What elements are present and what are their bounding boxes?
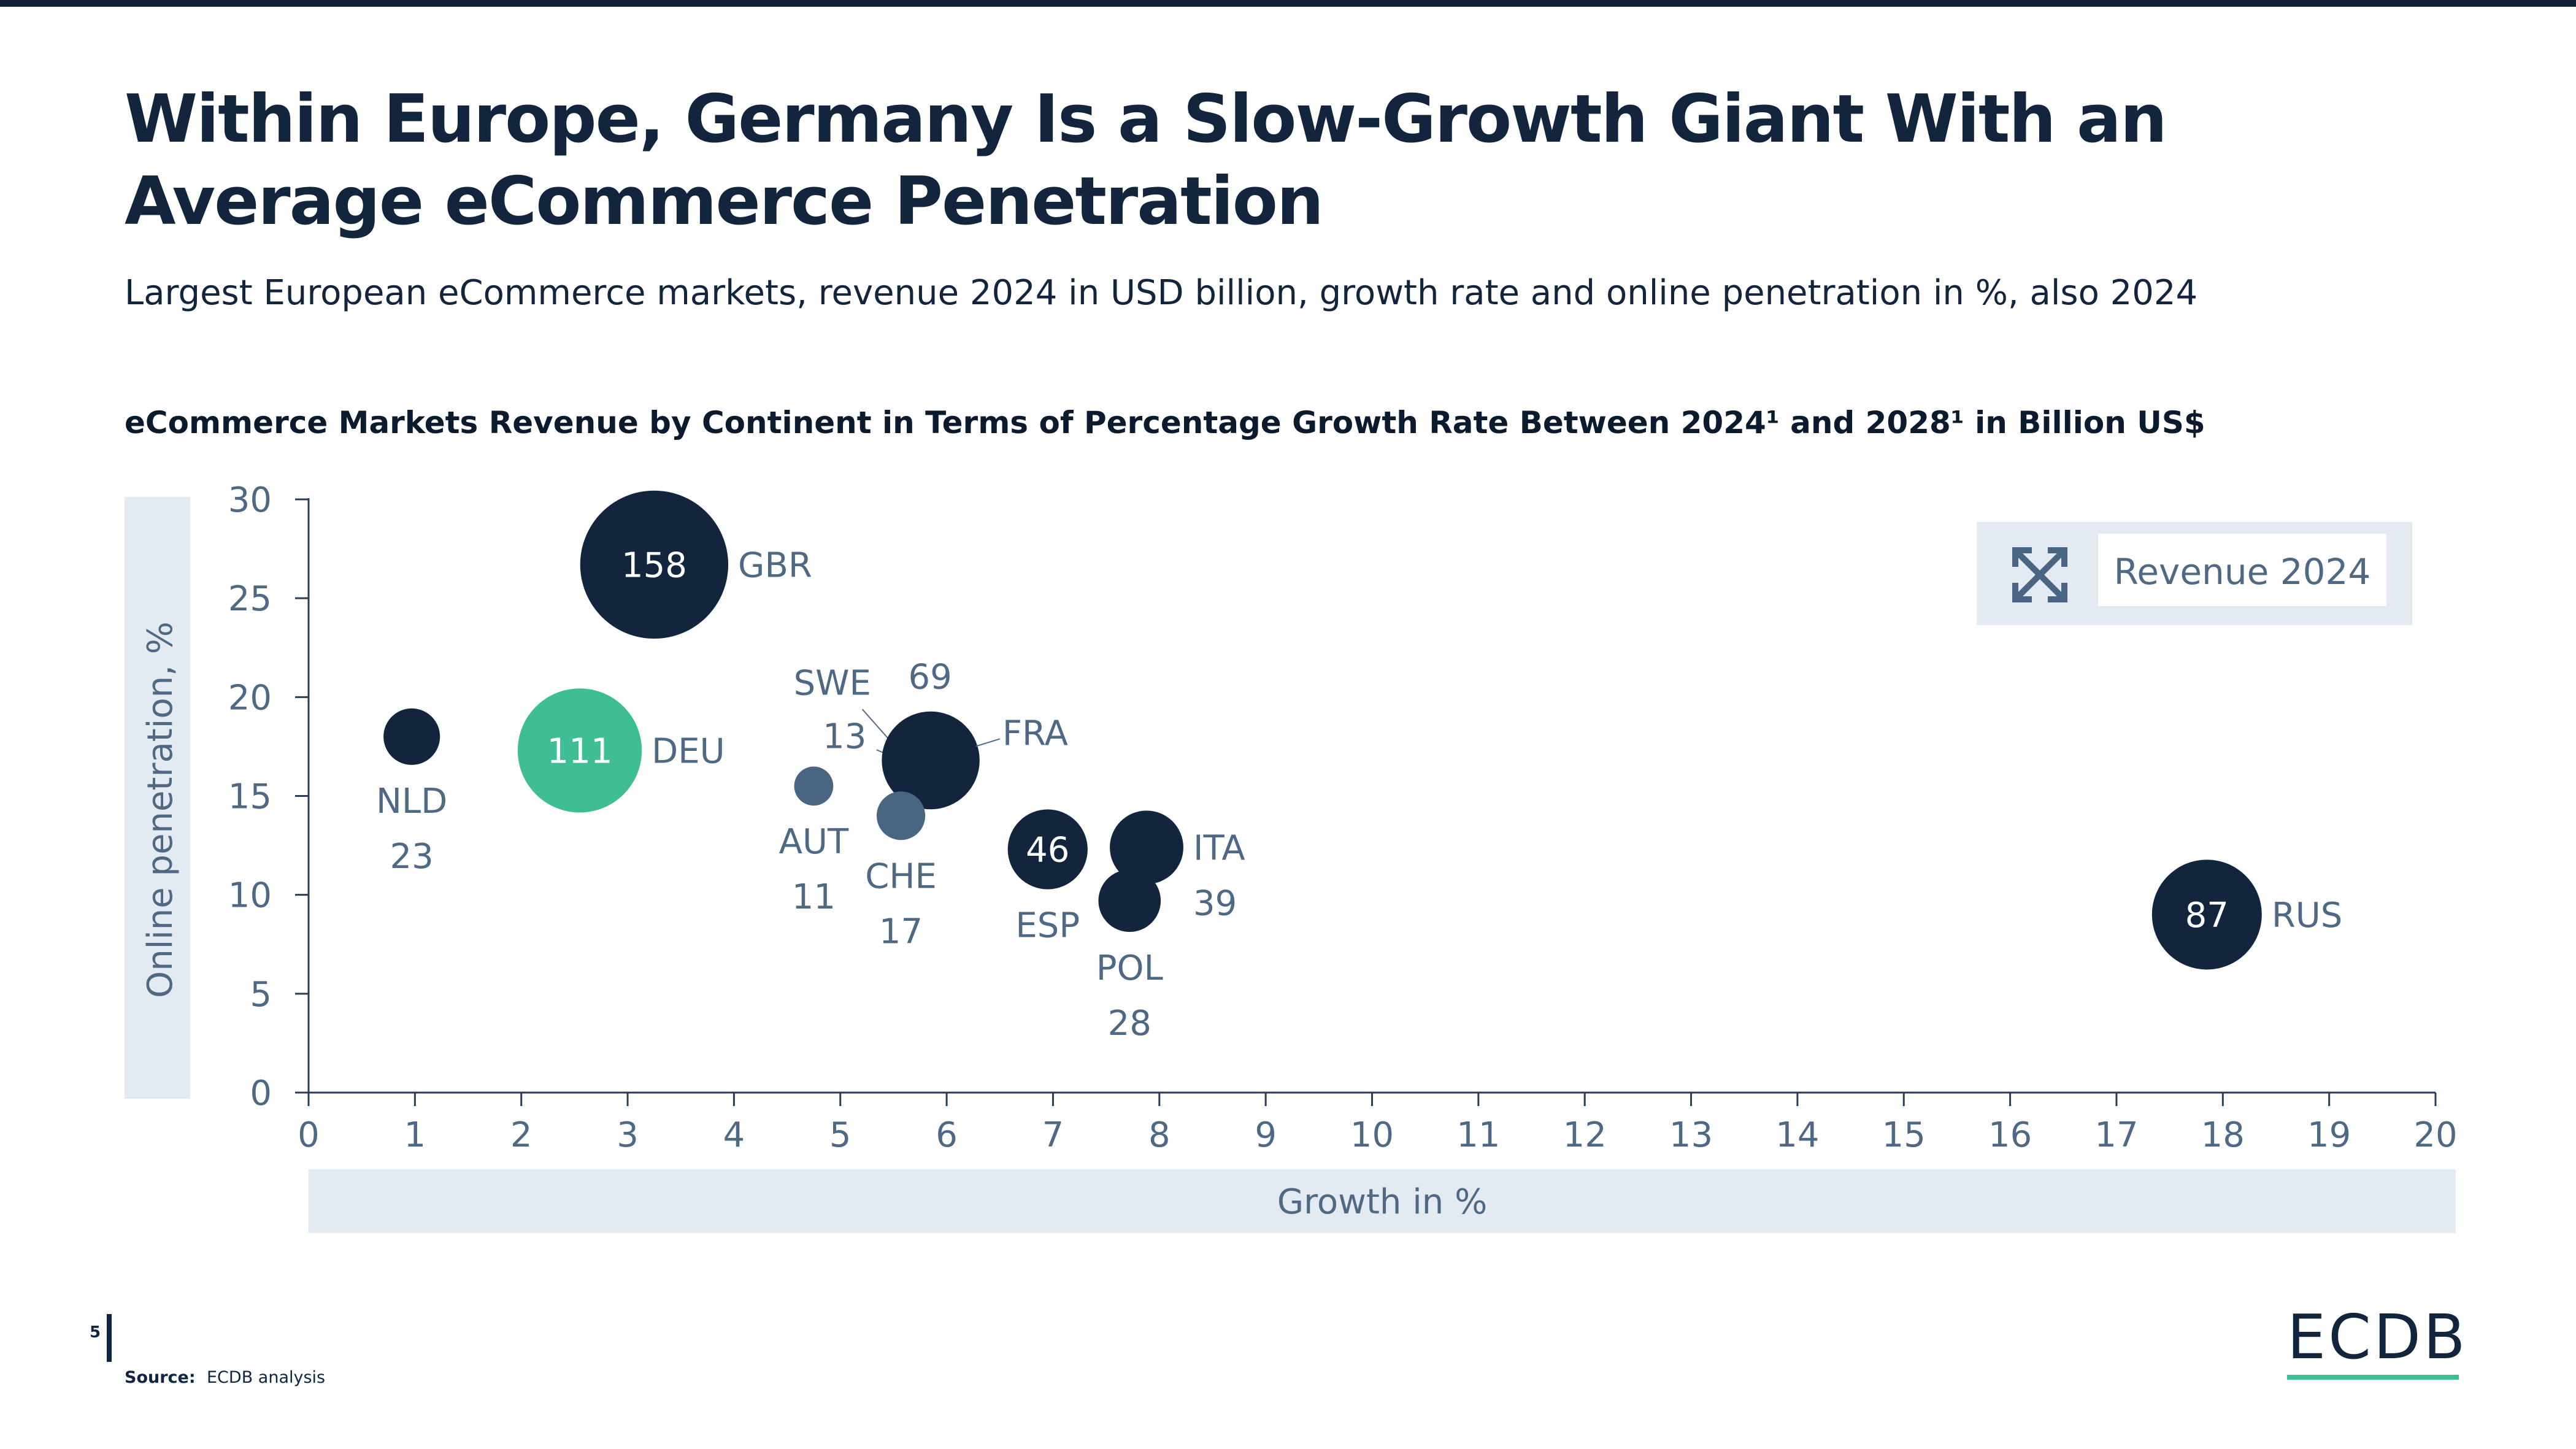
y-axis-title: Online penetration, % — [140, 621, 180, 998]
x-tick-label: 6 — [936, 1115, 958, 1155]
bubble-nld — [383, 708, 440, 765]
y-axis-label-panel — [125, 497, 190, 1099]
x-tick-label: 12 — [1563, 1115, 1607, 1155]
bubble-value-aut: 11 — [792, 877, 836, 917]
bubble-ita — [1110, 810, 1183, 885]
legend-label-box — [2098, 534, 2386, 606]
x-axis-label-panel — [309, 1169, 2456, 1233]
bubble-label-nld: NLD — [376, 782, 447, 821]
source-label: Source: — [125, 1368, 196, 1387]
bubble-value-pol: 28 — [1108, 1004, 1152, 1044]
x-tick-label: 19 — [2307, 1115, 2351, 1155]
y-tick-label: 20 — [228, 678, 272, 718]
x-tick-label: 1 — [404, 1115, 426, 1155]
x-tick-label: 16 — [1988, 1115, 2032, 1155]
y-tick-label: 25 — [228, 579, 272, 619]
x-tick-label: 3 — [617, 1115, 639, 1155]
bubble-fra — [882, 711, 980, 810]
bubble-aut — [794, 766, 834, 806]
bubble-label-fra: FRA — [1002, 713, 1068, 753]
bubble-pol — [1098, 869, 1161, 932]
x-tick-label: 14 — [1775, 1115, 1819, 1155]
bubble-gbr — [580, 490, 729, 639]
bubble-label-rus: RUS — [2272, 896, 2342, 936]
bubble-value-ita: 39 — [1193, 883, 1237, 923]
logo-text: ECDB — [2287, 1301, 2468, 1373]
legend-label: Revenue 2024 — [2114, 551, 2371, 593]
bubble-rus — [2151, 859, 2262, 970]
x-tick-label: 7 — [1042, 1115, 1064, 1155]
leader-line-fra — [975, 738, 1001, 747]
bubble-value-fra: 69 — [908, 657, 952, 697]
bubble-label-esp: ESP — [1015, 906, 1080, 946]
bubble-label-swe: SWE — [794, 663, 871, 703]
logo-underline — [2287, 1375, 2459, 1380]
x-tick-label: 8 — [1148, 1115, 1171, 1155]
bubble-label-che: CHE — [865, 856, 937, 896]
bubble-value-deu: 111 — [547, 731, 613, 771]
top-accent-bar — [0, 0, 2576, 7]
bubble-che — [876, 791, 926, 840]
x-tick-label: 5 — [829, 1115, 852, 1155]
page-number: 5 — [90, 1323, 101, 1342]
page-number-bar — [107, 1314, 112, 1362]
bubble-label-gbr: GBR — [738, 545, 812, 585]
x-axis-title: Growth in % — [1277, 1182, 1488, 1222]
bubble-label-ita: ITA — [1193, 828, 1245, 868]
x-tick-label: 4 — [723, 1115, 745, 1155]
x-tick-label: 20 — [2413, 1115, 2457, 1155]
source-text: ECDB analysis — [207, 1368, 326, 1387]
page-subtitle: Largest European eCommerce markets, reve… — [125, 273, 2198, 313]
x-tick-label: 11 — [1456, 1115, 1500, 1155]
bubble-value-che: 17 — [879, 912, 923, 951]
bubble-value-nld: 23 — [390, 837, 434, 877]
bubble-value-gbr: 158 — [621, 545, 687, 585]
x-tick-label: 18 — [2201, 1115, 2245, 1155]
expand-arrows-icon — [2012, 547, 2067, 602]
y-tick-label: 5 — [250, 975, 272, 1015]
ecdb-logo: ECDB — [2287, 1304, 2468, 1380]
bubble-value-swe: 13 — [823, 717, 866, 756]
x-tick-label: 9 — [1255, 1115, 1277, 1155]
x-tick-label: 2 — [510, 1115, 533, 1155]
y-tick-label: 0 — [250, 1074, 272, 1113]
bubble-label-pol: POL — [1096, 948, 1163, 988]
chart-title: eCommerce Markets Revenue by Continent i… — [125, 405, 2205, 440]
x-tick-label: 13 — [1669, 1115, 1713, 1155]
bubble-value-rus: 87 — [2185, 896, 2229, 936]
bubble-deu — [517, 688, 642, 813]
bubble-value-esp: 46 — [1026, 831, 1069, 871]
x-tick-label: 10 — [1350, 1115, 1394, 1155]
y-tick-label: 15 — [228, 777, 272, 817]
x-tick-label: 15 — [1882, 1115, 1926, 1155]
bubble-label-deu: DEU — [652, 731, 725, 771]
bubble-esp — [1007, 809, 1088, 890]
x-tick-label: 17 — [2094, 1115, 2138, 1155]
x-tick-label: 0 — [298, 1115, 320, 1155]
bubble-label-aut: AUT — [779, 822, 849, 862]
page-title: Within Europe, Germany Is a Slow-Growth … — [125, 81, 2167, 240]
y-tick-label: 10 — [228, 876, 272, 916]
y-tick-label: 30 — [228, 480, 272, 520]
